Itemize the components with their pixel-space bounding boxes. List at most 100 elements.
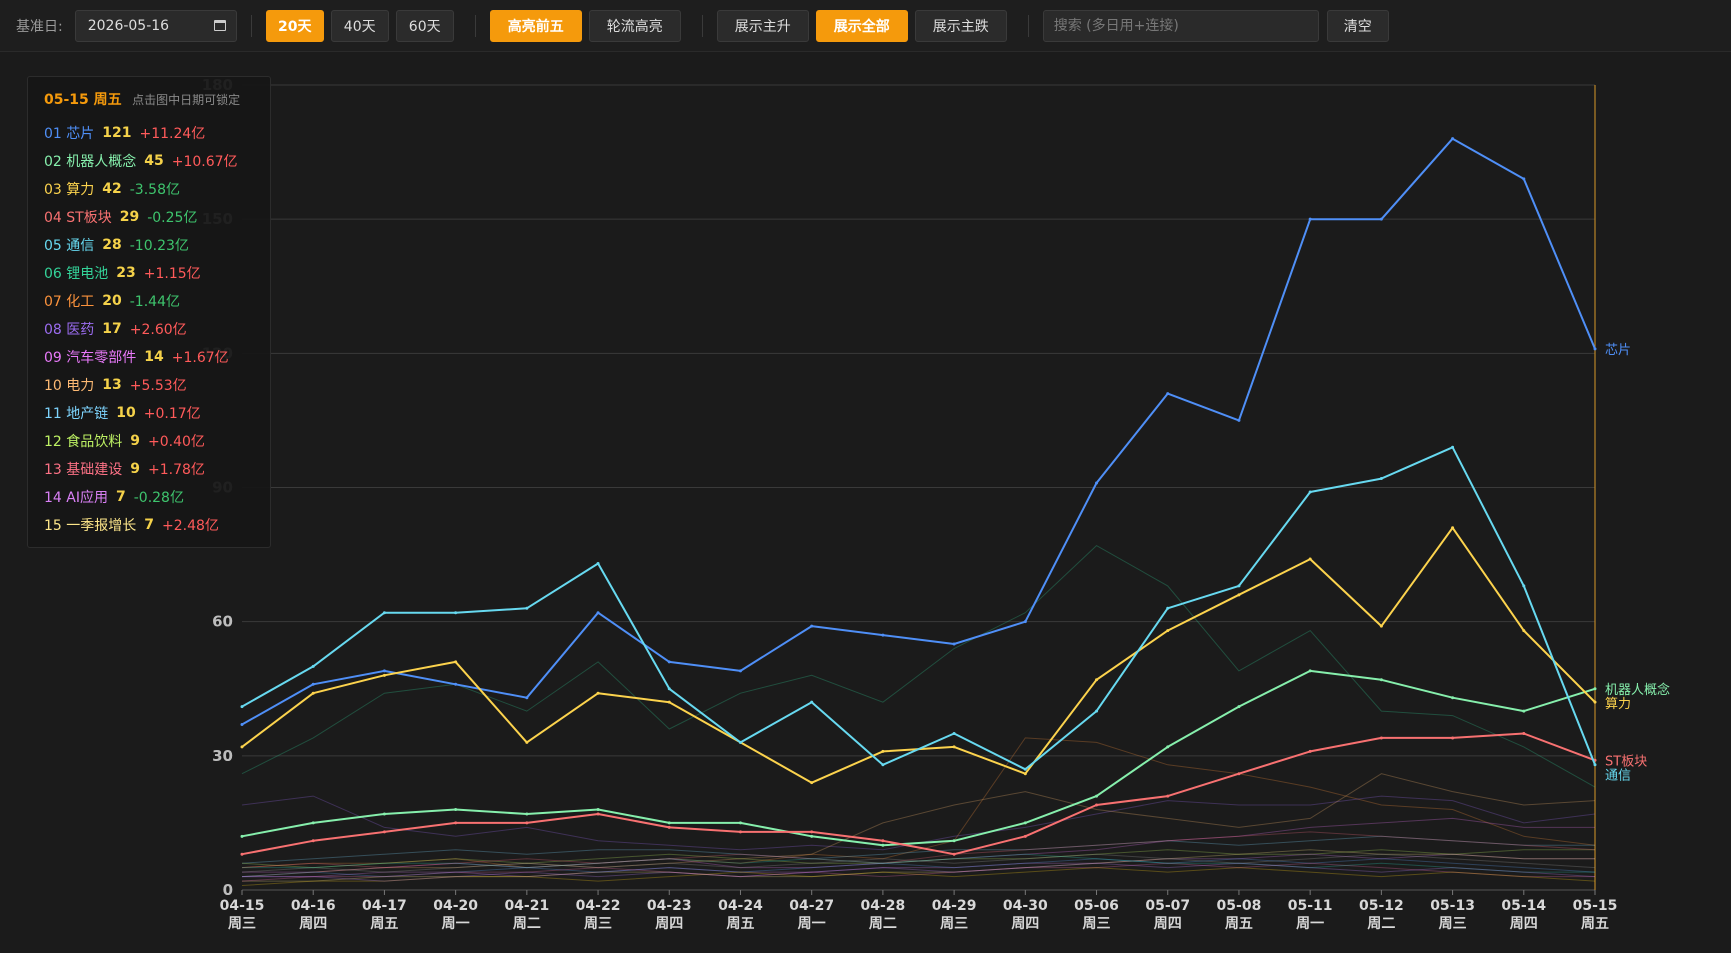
legend-item[interactable]: 04 ST板块 29 -0.25亿 <box>44 203 270 231</box>
series-point <box>311 682 315 686</box>
legend-item[interactable]: 11 地产链 10 +0.17亿 <box>44 399 270 427</box>
x-tick-label: 04-27 <box>789 898 834 914</box>
x-tick-weekday: 周四 <box>299 916 327 932</box>
legend-item[interactable]: 10 电力 13 +5.53亿 <box>44 371 270 399</box>
legend-item[interactable]: 15 一季报增长 7 +2.48亿 <box>44 511 270 539</box>
series-point <box>1593 763 1597 767</box>
rotate-highlight-button[interactable]: 轮流高亮 <box>588 9 681 42</box>
divider <box>474 14 476 37</box>
legend-item[interactable]: 09 汽车零部件 14 +1.67亿 <box>44 343 270 371</box>
series-point <box>1522 177 1526 181</box>
legend-item-count: 20 <box>102 293 122 309</box>
series-line <box>241 732 1596 856</box>
legend-item-name: 10 电力 <box>44 378 95 394</box>
legend-item-name: 02 机器人概念 <box>44 154 137 170</box>
series-point <box>1451 526 1455 530</box>
series-point <box>454 660 458 664</box>
range-60-button[interactable]: 60天 <box>395 9 454 42</box>
y-tick-label: 30 <box>212 747 233 765</box>
legend-panel: 05-15 周五 点击图中日期可锁定 01 芯片 121 +11.24亿 02 机器人… <box>27 76 271 548</box>
legend-item[interactable]: 14 AI应用 7 -0.28亿 <box>44 483 270 511</box>
range-40-button[interactable]: 40天 <box>330 9 389 42</box>
series-point <box>240 723 244 727</box>
series-point <box>1308 749 1312 753</box>
series-point <box>1593 347 1597 351</box>
x-tick-label: 05-07 <box>1145 898 1190 914</box>
legend-item[interactable]: 03 算力 42 -3.58亿 <box>44 175 270 203</box>
series-point <box>738 830 742 834</box>
x-tick-weekday: 周四 <box>655 916 683 932</box>
series-point <box>1237 593 1241 597</box>
x-tick-label: 05-11 <box>1288 898 1333 914</box>
x-tick-label: 04-29 <box>932 898 977 914</box>
legend-item-count: 17 <box>102 321 122 337</box>
series-point <box>525 740 529 744</box>
series-point <box>1308 669 1312 673</box>
calendar-icon[interactable] <box>213 20 226 31</box>
legend-item[interactable]: 05 通信 28 -10.23亿 <box>44 231 270 259</box>
series-point <box>525 821 529 825</box>
legend-item-name: 13 基础建设 <box>44 462 123 478</box>
series-point <box>1451 696 1455 700</box>
series-point <box>1451 445 1455 449</box>
background-series-line <box>241 795 1596 851</box>
legend-item-count: 9 <box>130 433 141 449</box>
show-all-button[interactable]: 展示全部 <box>815 9 908 42</box>
show-falling-button[interactable]: 展示主跌 <box>914 9 1007 42</box>
range-20-button[interactable]: 20天 <box>265 9 324 42</box>
legend-item-flow: +2.60亿 <box>129 322 187 338</box>
background-series-line <box>241 862 1595 882</box>
legend-date: 05-15 周五 <box>44 92 122 108</box>
background-series-line <box>241 544 1596 788</box>
series-point <box>1095 481 1099 485</box>
sector-trend-chart[interactable]: 030609012015018004-15周三04-16周四04-17周五04-… <box>0 52 1731 953</box>
series-point <box>738 821 742 825</box>
series-line <box>241 137 1596 726</box>
legend-item-name: 04 ST板块 <box>44 210 112 226</box>
series-point <box>667 660 671 664</box>
legend-item-flow: +0.17亿 <box>143 406 201 422</box>
legend-item[interactable]: 06 锂电池 23 +1.15亿 <box>44 259 270 287</box>
series-line <box>241 446 1596 771</box>
legend-item-name: 03 算力 <box>44 182 95 198</box>
legend-item[interactable]: 02 机器人概念 45 +10.67亿 <box>44 147 270 175</box>
highlight-top5-button[interactable]: 高亮前五 <box>489 9 582 42</box>
series-point <box>881 763 885 767</box>
series-point <box>1166 745 1170 749</box>
series-point <box>881 749 885 753</box>
legend-item-flow: +10.67亿 <box>171 154 238 170</box>
series-point <box>881 839 885 843</box>
series-end-label: ST板块 <box>1605 754 1647 769</box>
series-point <box>1593 687 1597 691</box>
series-point <box>667 687 671 691</box>
x-tick-weekday: 周三 <box>1083 916 1111 932</box>
show-rising-button[interactable]: 展示主升 <box>716 9 809 42</box>
series-point <box>1308 217 1312 221</box>
legend-list: 01 芯片 121 +11.24亿 02 机器人概念 45 +10.67亿 03 算力 42-… <box>44 119 270 539</box>
legend-item[interactable]: 07 化工 20 -1.44亿 <box>44 287 270 315</box>
legend-item-flow: +0.40亿 <box>148 434 205 450</box>
x-tick-label: 04-30 <box>1003 898 1048 914</box>
legend-item-flow: +1.78亿 <box>148 462 205 478</box>
x-tick-weekday: 周二 <box>1367 916 1395 932</box>
series-point <box>596 611 600 615</box>
background-series-line <box>242 853 1595 878</box>
legend-item[interactable]: 08 医药 17 +2.60亿 <box>44 315 270 343</box>
legend-item-count: 42 <box>102 181 122 197</box>
y-tick-label: 60 <box>212 613 233 631</box>
legend-item[interactable]: 01 芯片 121 +11.24亿 <box>44 119 270 147</box>
clear-button[interactable]: 清空 <box>1326 9 1389 42</box>
series-point <box>1095 794 1099 798</box>
series-point <box>382 611 386 615</box>
series-point <box>311 664 315 668</box>
series-point <box>667 821 671 825</box>
legend-item[interactable]: 12 食品饮料 9 +0.40亿 <box>44 427 270 455</box>
x-tick-label: 05-14 <box>1501 898 1546 914</box>
base-date-input[interactable]: 2026-05-16 <box>74 9 237 42</box>
series-point <box>1379 624 1383 628</box>
search-input[interactable] <box>1042 9 1319 42</box>
series-point <box>240 852 244 856</box>
series-point <box>810 834 814 838</box>
x-tick-label: 05-15 <box>1573 898 1618 914</box>
legend-item[interactable]: 13 基础建设 9 +1.78亿 <box>44 455 270 483</box>
